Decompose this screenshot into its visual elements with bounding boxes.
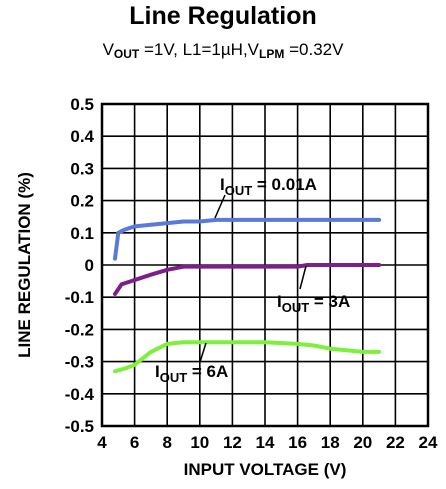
series-line-2 xyxy=(113,340,382,374)
x-tick-label: 18 xyxy=(321,433,340,452)
x-axis-label: INPUT VOLTAGE (V) xyxy=(184,460,347,479)
annotation-leader-2 xyxy=(199,342,207,363)
x-tick-label: 16 xyxy=(288,433,307,452)
annotation-main: I xyxy=(277,292,282,311)
annotation-value: = 0.01A xyxy=(252,175,317,194)
x-tick-label: 4 xyxy=(97,433,107,452)
y-tick-label: -0.1 xyxy=(65,288,94,307)
annotation-main: I xyxy=(220,175,225,194)
subtitle-subscript: OUT xyxy=(113,47,140,61)
subtitle-text: =1V, L1=1µH,V xyxy=(139,40,260,59)
x-tick-label: 12 xyxy=(223,433,242,452)
y-tick-labels: 0.5 0.4 0.3 0.2 0.1 0 -0.1 -0.2 -0.3 -0.4 -0.5 xyxy=(65,95,95,436)
series-annotation-0: IOUT = 0.01A xyxy=(220,175,317,198)
x-tick-label: 24 xyxy=(419,433,438,452)
annotation-subscript: OUT xyxy=(160,370,188,385)
annotation-subscript: OUT xyxy=(282,300,310,315)
y-tick-label: 0.2 xyxy=(70,192,94,211)
annotation-leader-1 xyxy=(299,265,307,290)
series-annotation-1: IOUT = 3A xyxy=(277,292,350,315)
y-tick-label: 0.3 xyxy=(70,159,94,178)
y-tick-label: -0.4 xyxy=(65,385,95,404)
subtitle-text: =0.32V xyxy=(284,40,344,59)
y-tick-label: -0.5 xyxy=(65,417,94,436)
y-tick-label: -0.3 xyxy=(65,353,94,372)
y-tick-label: 0.5 xyxy=(70,95,94,114)
x-tick-label: 8 xyxy=(162,433,171,452)
chart-title: Line Regulation xyxy=(129,2,317,30)
y-tick-label: 0.4 xyxy=(70,127,94,146)
x-tick-label: 14 xyxy=(256,433,275,452)
series-line-1 xyxy=(113,263,382,296)
x-tick-label: 6 xyxy=(130,433,139,452)
x-tick-labels: 4 6 8 10 12 14 16 18 20 22 24 xyxy=(97,433,438,452)
x-tick-label: 10 xyxy=(190,433,209,452)
series-lines xyxy=(113,217,382,374)
y-tick-label: -0.2 xyxy=(65,320,94,339)
x-tick-label: 22 xyxy=(386,433,405,452)
subtitle-text: V xyxy=(102,40,114,59)
y-tick-label: 0 xyxy=(85,256,94,275)
annotation-value: = 3A xyxy=(309,292,350,311)
subtitle-subscript: LPM xyxy=(259,47,285,61)
annotation-value: = 6A xyxy=(187,362,228,381)
series-line-0 xyxy=(113,217,382,261)
annotation-main: I xyxy=(155,362,160,381)
x-tick-label: 20 xyxy=(353,433,372,452)
annotation-subscript: OUT xyxy=(225,183,253,198)
annotation-leader-0 xyxy=(214,194,226,219)
chart-subtitle: VOUT =1V, L1=1µH,VLPM =0.32V xyxy=(0,40,446,61)
series-annotation-2: IOUT = 6A xyxy=(155,362,228,385)
y-tick-label: 0.1 xyxy=(70,224,94,243)
y-axis-label: LINE REGULATION (%) xyxy=(15,172,34,358)
plot-frame xyxy=(100,102,430,428)
